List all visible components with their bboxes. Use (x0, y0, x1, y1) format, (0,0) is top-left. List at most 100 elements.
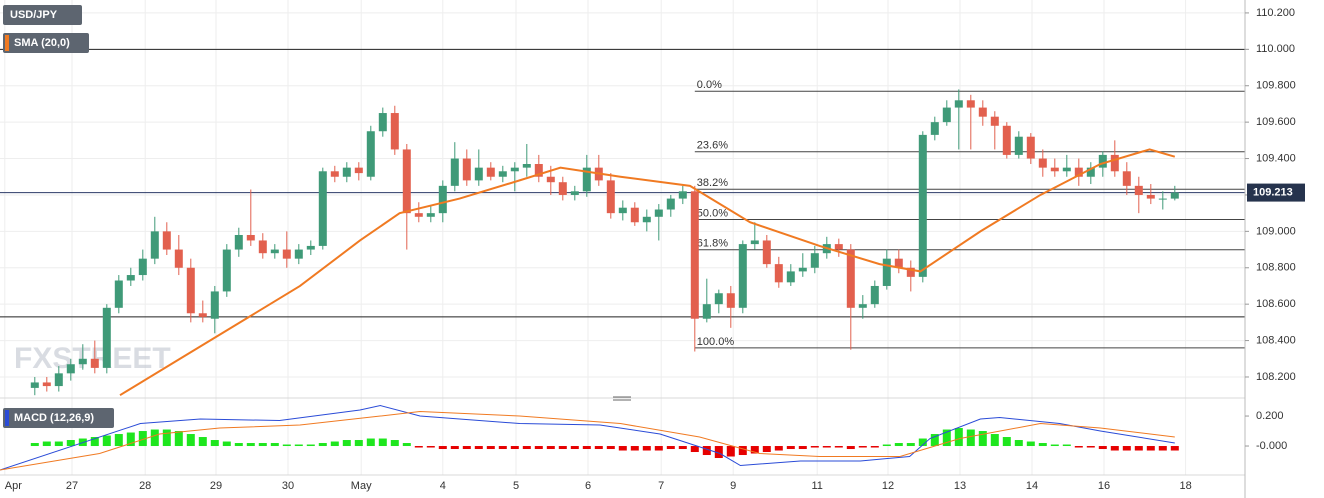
histogram-bar (90, 437, 99, 447)
candle-body (1170, 192, 1179, 199)
histogram-bar (234, 443, 243, 447)
histogram-bar (294, 444, 303, 447)
histogram-bar (318, 443, 327, 447)
histogram-bar (570, 446, 579, 450)
candle-body (1086, 167, 1095, 177)
candle-body (354, 167, 363, 174)
candle-body (174, 249, 183, 268)
candle-body (558, 182, 567, 195)
candle-body (702, 304, 711, 319)
candle-body (486, 167, 495, 177)
histogram-bar (834, 446, 843, 448)
candle-body (474, 167, 483, 181)
candle-body (1038, 158, 1047, 168)
x-tick-label: 28 (139, 480, 151, 492)
histogram-bar (966, 429, 975, 447)
histogram-bar (1062, 444, 1071, 447)
candle-body (186, 267, 195, 314)
histogram-bar (366, 438, 375, 447)
histogram-bar (1098, 446, 1107, 450)
histogram-bar (450, 446, 459, 450)
candle-body (606, 180, 615, 214)
candle-body (450, 158, 459, 186)
y-tick-label: 110.200 (1256, 7, 1295, 19)
histogram-bar (54, 441, 63, 447)
histogram-bar (726, 446, 735, 457)
candle-body (246, 234, 255, 241)
candle-body (390, 113, 399, 150)
histogram-bar (918, 438, 927, 447)
histogram-bar (198, 437, 207, 447)
x-tick-label: Apr (5, 480, 22, 492)
candle-body (1050, 167, 1059, 172)
y-tick-label: 109.000 (1256, 225, 1296, 237)
candle-body (918, 134, 927, 277)
candle-body (402, 149, 411, 214)
histogram-bar (762, 446, 771, 453)
candle-body (1146, 194, 1155, 199)
candle-body (66, 364, 75, 374)
candle-body (1122, 171, 1131, 186)
candle-body (1062, 167, 1071, 172)
histogram-bar (546, 446, 555, 450)
candle-body (222, 249, 231, 292)
macd-line (0, 411, 1175, 471)
histogram-bar (42, 441, 51, 447)
candle-body (750, 240, 759, 245)
fib-label: 50.0% (697, 207, 728, 219)
candle-body (510, 167, 519, 172)
candle-body (846, 249, 855, 308)
panel-handle (613, 396, 631, 401)
candle-body (1158, 198, 1167, 200)
candle-body (870, 285, 879, 305)
histogram-bar (30, 443, 39, 447)
histogram-bar (438, 446, 447, 450)
histogram-bar (810, 446, 819, 448)
candle-body (834, 244, 843, 250)
y-tick-label: 109.600 (1256, 116, 1296, 128)
histogram-bar (270, 443, 279, 447)
histogram-bar (282, 444, 291, 447)
fib-label: 0.0% (697, 79, 722, 91)
candle-body (78, 358, 87, 365)
histogram-bar (390, 440, 399, 447)
candle-body (270, 249, 279, 254)
histogram-bar (126, 432, 135, 447)
histogram-bar (1158, 446, 1167, 451)
candle-body (690, 191, 699, 319)
candle-body (294, 249, 303, 259)
x-tick-label: 29 (210, 480, 222, 492)
histogram-bar (894, 443, 903, 447)
histogram-bar (114, 434, 123, 447)
histogram-bar (750, 446, 759, 454)
x-tick-label: 13 (954, 480, 966, 492)
candle-body (366, 131, 375, 177)
chart-title: USD/JPY (10, 9, 58, 21)
histogram-bar (654, 446, 663, 451)
candle-body (330, 171, 339, 177)
macd-tag: MACD (12,26,9) (3, 408, 114, 428)
histogram-bar (330, 441, 339, 447)
histogram-bar (714, 446, 723, 459)
histogram-bar (642, 446, 651, 451)
histogram-bar (822, 446, 831, 448)
candle-body (426, 213, 435, 217)
histogram-bar (342, 440, 351, 447)
candle-body (894, 258, 903, 268)
histogram-bar (522, 446, 531, 450)
fib-label: 38.2% (697, 177, 728, 189)
y-tick-label: 109.800 (1256, 80, 1296, 92)
candle-body (1002, 125, 1011, 155)
x-tick-label: 6 (585, 480, 591, 492)
candle-body (1110, 154, 1119, 172)
histogram-bar (1170, 446, 1179, 451)
candle-body (534, 164, 543, 177)
candle-body (1014, 136, 1023, 155)
x-tick-label: 27 (66, 480, 78, 492)
candle-body (378, 113, 387, 132)
macd-line (0, 405, 1175, 471)
candle-body (618, 207, 627, 214)
last-price-label: 109.213 (1253, 186, 1293, 198)
histogram-bar (1110, 446, 1119, 451)
x-tick-label: 30 (282, 480, 294, 492)
